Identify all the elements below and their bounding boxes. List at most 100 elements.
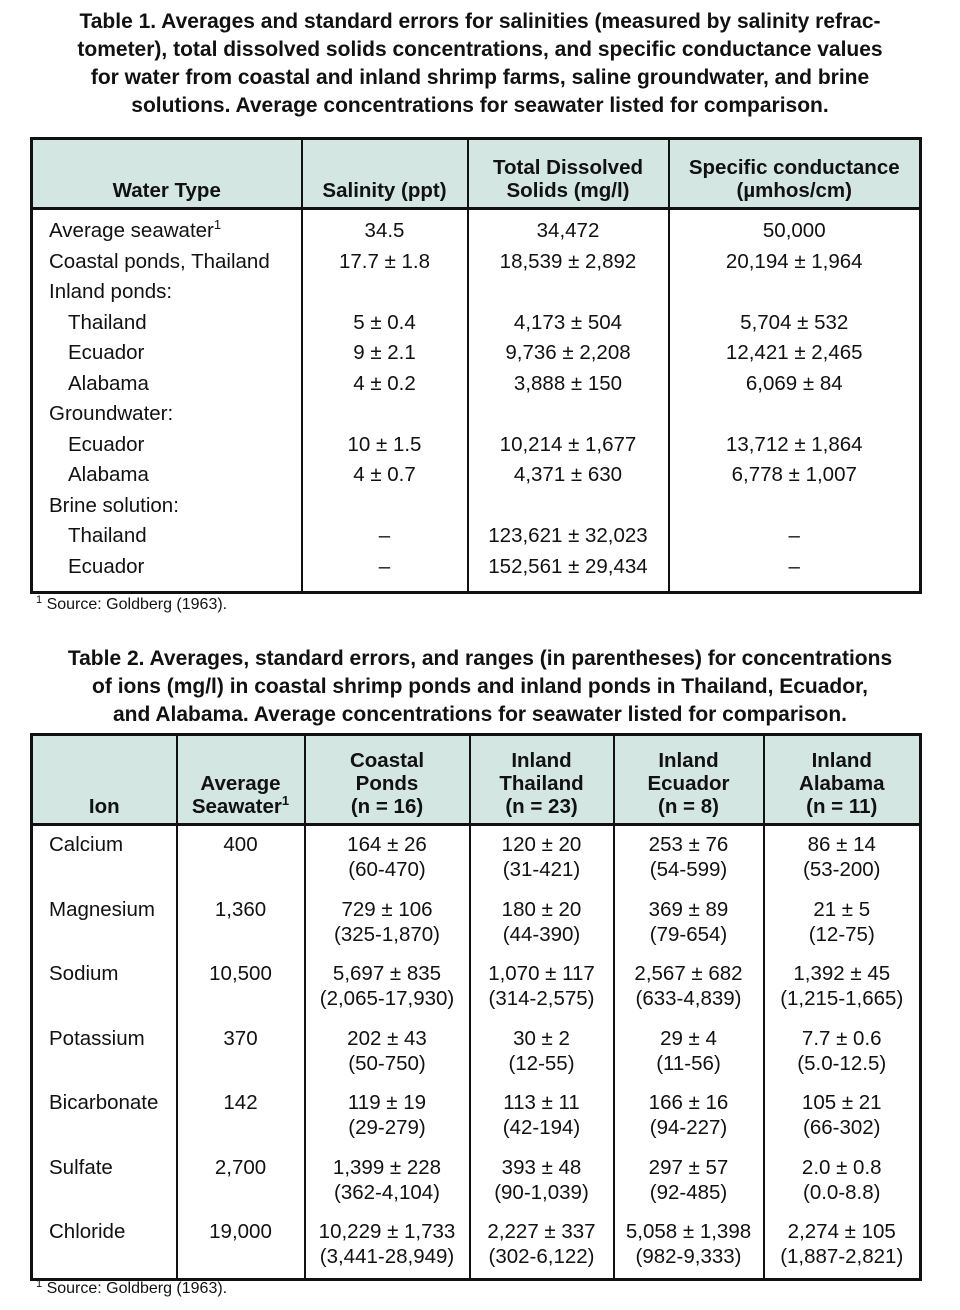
cell: 164 ± 26 (60-470) [303, 824, 470, 891]
mean-se: 2.0 ± 0.8 [801, 1155, 882, 1179]
mean-se: 2,274 ± 105 [787, 1220, 896, 1243]
header-text: Inland [511, 749, 572, 772]
mean-se: 180 ± 20 [501, 897, 582, 921]
ion-name: Sodium [49, 962, 119, 985]
cell: 253 ± 76 (54-599) [612, 824, 764, 891]
row-label: Coastal ponds, Thailand [32, 247, 302, 278]
mean-se: 2,567 ± 682 [634, 962, 743, 985]
range: (3,441-28,949) [319, 1245, 455, 1268]
header-line: Average [182, 772, 300, 795]
label-text: Coastal ponds, Thailand [49, 249, 270, 273]
row-label: Calcium [32, 825, 177, 891]
header-line: (n = 23) [475, 795, 609, 818]
mean-se: 393 ± 48 [501, 1155, 582, 1179]
cell: 30 ± 2 (12-55) [468, 1019, 614, 1084]
cell: 4 ± 0.2 [300, 368, 468, 399]
cell: 10,214 ± 1,677 [466, 429, 669, 460]
table-row: Coastal ponds, Thailand 17.7 ± 1.8 18,539 … [32, 246, 921, 278]
table-row: Average seawater1 34.5 34,472 50,000 [32, 208, 921, 247]
cell: 152,561 ± 29,434 [466, 551, 669, 593]
cell: 10,500 [175, 955, 305, 1020]
cell: 12,421 ± 2,465 [667, 338, 921, 369]
cell: 19,000 [175, 1213, 305, 1279]
caption-line: solutions. Average concentrations for se… [131, 94, 829, 117]
mean-se: 86 ± 14 [807, 833, 876, 856]
column-header: Specific conductance (µmhos/cm) [667, 138, 921, 210]
cell: 86 ± 14 (53-200) [762, 824, 921, 891]
cell: 20,194 ± 1,964 [667, 246, 921, 277]
table-head: Ion Average Seawater1 Coastal Ponds (n = 16) I… [31, 734, 921, 826]
header-text: Ponds [355, 772, 419, 795]
column-header: Water Type [31, 138, 302, 210]
range: (982-9,333) [635, 1245, 742, 1268]
header-text: (n = 16) [350, 795, 424, 818]
header-line: Inland [475, 749, 609, 772]
cell: 10 ± 1.5 [300, 429, 468, 460]
header-text: Thailand [499, 772, 584, 795]
range: (0.0-8.8) [803, 1180, 881, 1204]
header-text: Ecuador [647, 772, 730, 795]
cell: 18,539 ± 2,892 [466, 246, 669, 277]
cell: 13,712 ± 1,864 [667, 429, 921, 460]
cell: 4 ± 0.7 [300, 460, 468, 491]
cell: 9,736 ± 2,208 [466, 338, 669, 369]
table-row: Magnesium 1,360 729 ± 106 (325-1,870) 180 ± … [32, 890, 921, 955]
label-text: Average seawater [49, 219, 214, 242]
caption-line: for water from coastal and inland shrimp… [90, 66, 870, 89]
cell: 370 [175, 1019, 305, 1084]
cell [466, 490, 669, 521]
cell: 2,700 [175, 1148, 305, 1213]
table1-footnote: 1 Source: Goldberg (1963). [36, 595, 227, 614]
row-label: Average seawater1 [32, 209, 302, 247]
row-label: Bicarbonate [32, 1084, 177, 1149]
cell: – [667, 551, 921, 593]
table-row: Thailand 5 ± 0.4 4,173 ± 504 5,704 ± 532 [32, 307, 921, 339]
header-line: Inland [769, 749, 916, 772]
cell: 369 ± 89 (79-654) [612, 890, 764, 955]
table-row: Ecuador 10 ± 1.5 10,214 ± 1,677 13,712 ± 1,… [32, 429, 921, 460]
cell: 202 ± 43 (50-750) [303, 1019, 470, 1084]
range: (314-2,575) [488, 987, 595, 1010]
table-row: Sodium 10,500 5,697 ± 835 (2,065-17,930) 1,0… [32, 955, 921, 1020]
table-row: Thailand –123,621 ± 32,023– [32, 521, 921, 552]
header-text: Coastal [349, 749, 425, 772]
range: (94-227) [649, 1116, 728, 1139]
cell: 729 ± 106 (325-1,870) [303, 890, 470, 955]
range: (12-75) [808, 922, 875, 946]
label-text: Alabama [68, 371, 149, 395]
column-header: Coastal Ponds (n = 16) [303, 734, 470, 826]
cell: 2,227 ± 337 (302-6,122) [468, 1213, 614, 1279]
row-label: Sodium [32, 955, 177, 1020]
cell: 3,888 ± 150 [466, 368, 669, 399]
ion-name: Chloride [49, 1220, 126, 1243]
column-header: Inland Thailand (n = 23) [468, 734, 614, 826]
header-line: Inland [619, 749, 759, 772]
row-label: Ecuador [32, 338, 302, 369]
header-line: Water Type [112, 179, 221, 202]
header-text: Average [200, 772, 281, 795]
group-label: Groundwater: [49, 402, 174, 425]
mean-se: 1,399 ± 228 [332, 1155, 442, 1179]
row-label: Thailand [32, 308, 302, 339]
range: (66-302) [803, 1116, 881, 1139]
header-line: Ecuador [619, 772, 759, 795]
cell: – [667, 521, 921, 552]
label-text: Ecuador [68, 554, 145, 578]
mean-se: 29 ± 4 [660, 1026, 717, 1050]
caption-line: of ions (mg/l) in coastal shrimp ponds a… [92, 675, 868, 698]
cell [667, 277, 921, 308]
header-text: Inland [811, 749, 872, 772]
header-text: (n = 11) [806, 795, 878, 818]
row-label: Sulfate [32, 1149, 177, 1214]
mean-se: 297 ± 57 [648, 1155, 729, 1179]
table2-footnote: 1 Source: Goldberg (1963). [36, 1279, 227, 1298]
group-row: Inland ponds: [32, 277, 921, 308]
mean-se: 166 ± 16 [648, 1091, 729, 1114]
ion-name: Magnesium [49, 897, 155, 921]
caption-line: and Alabama. Average concentrations for … [112, 703, 848, 726]
header-text: (n = 8) [658, 795, 719, 818]
ion-name: Potassium [49, 1026, 145, 1050]
table-body: Calcium 400 164 ± 26 (60-470) 120 ± 20 (31-42… [32, 824, 921, 1279]
header-text: Inland [658, 749, 719, 772]
